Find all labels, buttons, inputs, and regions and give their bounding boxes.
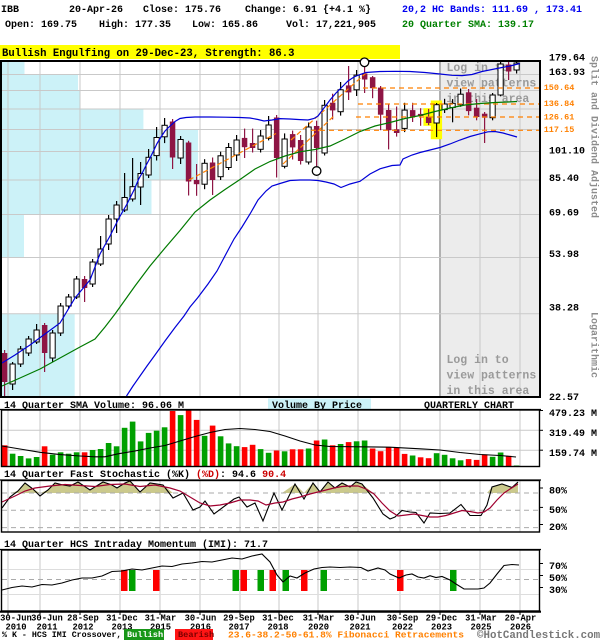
svg-text:20,2 HC Bands: 111.69 , 173.41: 20,2 HC Bands: 111.69 , 173.41 xyxy=(402,4,582,16)
svg-text:136.84: 136.84 xyxy=(544,99,575,109)
svg-text:High: 177.35: High: 177.35 xyxy=(99,19,171,31)
svg-text:Log in to: Log in to xyxy=(447,354,509,367)
svg-text:in this area: in this area xyxy=(447,385,530,398)
svg-text:14 Quarter HCS Intraday Moment: 14 Quarter HCS Intraday Momentum (IMI): … xyxy=(4,539,268,551)
svg-text:QUARTERLY CHART: QUARTERLY CHART xyxy=(424,401,514,412)
svg-text:30-Jun: 30-Jun xyxy=(185,614,217,624)
svg-text:2026: 2026 xyxy=(510,623,531,633)
svg-text:69.69: 69.69 xyxy=(549,209,579,220)
svg-text:Logarithmic: Logarithmic xyxy=(588,312,600,378)
svg-text:Bullish: Bullish xyxy=(127,630,163,640)
svg-text:Log in to: Log in to xyxy=(447,62,509,75)
svg-text:2010: 2010 xyxy=(5,623,26,633)
svg-text:163.93: 163.93 xyxy=(549,68,585,79)
svg-text:31-Mar: 31-Mar xyxy=(303,614,335,624)
svg-text:30%: 30% xyxy=(549,586,567,597)
svg-text:2011: 2011 xyxy=(36,623,57,633)
svg-text:31-Dec: 31-Dec xyxy=(262,614,294,624)
svg-text:2013: 2013 xyxy=(111,623,132,633)
svg-text:view patterns: view patterns xyxy=(447,78,537,91)
svg-text:Vol: 17,221,905: Vol: 17,221,905 xyxy=(286,19,376,31)
svg-text:30-Sep: 30-Sep xyxy=(387,614,419,624)
svg-text:2018: 2018 xyxy=(267,623,288,633)
svg-text:view patterns: view patterns xyxy=(447,370,537,383)
svg-text:29-Dec: 29-Dec xyxy=(426,614,458,624)
svg-text:Split and Dividend Adjusted: Split and Dividend Adjusted xyxy=(588,56,600,218)
svg-text:2016: 2016 xyxy=(190,623,211,633)
svg-text:22.57: 22.57 xyxy=(549,393,579,404)
svg-text:Bullish Engulfing on 29-Dec-23: Bullish Engulfing on 29-Dec-23, Strength… xyxy=(2,48,294,60)
svg-text:179.64: 179.64 xyxy=(549,54,585,65)
svg-text:20-Apr: 20-Apr xyxy=(505,614,537,624)
svg-text:23.6-38.2-50-61.8% Fibonacci R: 23.6-38.2-50-61.8% Fibonacci Retracement… xyxy=(228,630,464,640)
svg-text:2021: 2021 xyxy=(349,623,370,633)
svg-text:Bearish: Bearish xyxy=(178,630,214,640)
svg-text:Change: 6.91 {+4.1 %}: Change: 6.91 {+4.1 %} xyxy=(245,4,371,16)
svg-text:2012: 2012 xyxy=(72,623,93,633)
svg-text:IBB: IBB xyxy=(1,5,19,16)
svg-text:% K - HCS IMI Crossover,: % K - HCS IMI Crossover, xyxy=(2,631,122,640)
svg-text:159.74 M: 159.74 M xyxy=(549,449,597,460)
svg-text:30-Jun: 30-Jun xyxy=(0,614,32,624)
svg-text:50%: 50% xyxy=(549,506,567,517)
svg-text:2025: 2025 xyxy=(470,623,491,633)
svg-text:2023: 2023 xyxy=(431,623,452,633)
svg-text:117.15: 117.15 xyxy=(544,125,575,135)
svg-text:150.64: 150.64 xyxy=(544,83,575,93)
svg-text:2017: 2017 xyxy=(228,623,249,633)
svg-text:Close: 175.76: Close: 175.76 xyxy=(143,4,221,16)
svg-text:50%: 50% xyxy=(549,574,567,585)
svg-text:85.40: 85.40 xyxy=(549,174,579,185)
svg-text:©HotCandlestick.com: ©HotCandlestick.com xyxy=(477,630,600,640)
svg-text:319.49 M: 319.49 M xyxy=(549,429,597,440)
svg-text:Open: 169.75: Open: 169.75 xyxy=(5,20,77,31)
svg-text:20 Quarter SMA: 139.17: 20 Quarter SMA: 139.17 xyxy=(402,20,534,31)
svg-text:2022: 2022 xyxy=(392,623,413,633)
svg-text:28-Sep: 28-Sep xyxy=(67,614,99,624)
svg-text:126.61: 126.61 xyxy=(544,113,575,123)
svg-text:20-Apr-26: 20-Apr-26 xyxy=(69,5,123,16)
svg-text:479.23 M: 479.23 M xyxy=(549,409,597,420)
svg-text:101.10: 101.10 xyxy=(549,147,585,158)
svg-text:70%: 70% xyxy=(549,562,567,573)
svg-text:30-Jun: 30-Jun xyxy=(31,614,63,624)
svg-text:31-Dec: 31-Dec xyxy=(106,614,138,624)
svg-text:2020: 2020 xyxy=(308,623,329,633)
svg-text:20%: 20% xyxy=(549,523,567,534)
svg-text:38.28: 38.28 xyxy=(549,304,579,315)
svg-text:2015: 2015 xyxy=(150,623,171,633)
svg-text:Low: 165.86: Low: 165.86 xyxy=(192,20,258,31)
svg-text:14 Quarter Fast Stochastic (%K: 14 Quarter Fast Stochastic (%K) (%D): 94… xyxy=(4,469,286,481)
svg-text:31-Mar: 31-Mar xyxy=(465,614,497,624)
svg-text:31-Mar: 31-Mar xyxy=(145,614,177,624)
svg-text:80%: 80% xyxy=(549,487,567,498)
svg-text:53.98: 53.98 xyxy=(549,250,579,261)
svg-text:29-Sep: 29-Sep xyxy=(223,614,255,624)
svg-text:30-Jun: 30-Jun xyxy=(344,614,376,624)
